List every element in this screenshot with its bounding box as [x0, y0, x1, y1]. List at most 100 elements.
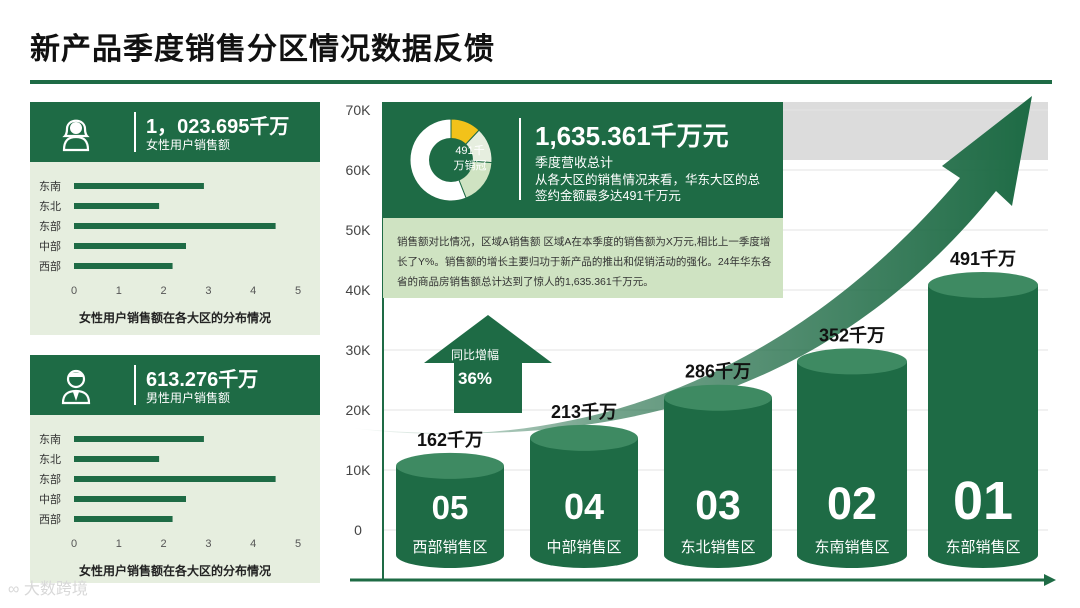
note-text: 销售额对比情况，区域A销售额 区域A在本季度的销售额为X万元,相比上一季度增长了… [397, 236, 772, 288]
bar-category-label: 东部销售区 [945, 539, 1020, 556]
male-bar [74, 476, 276, 482]
male-x-tick: 3 [205, 538, 211, 550]
cylinder-top [797, 348, 907, 375]
bar-rank-label: 05 [432, 489, 469, 526]
male-card-header: 613.276千万 男性用户销售额 [30, 355, 320, 415]
male-x-tick: 2 [161, 538, 167, 550]
bar-category-label: 西部销售区 [412, 539, 487, 556]
watermark-text: 大数跨境 [23, 581, 88, 598]
page-title: 新产品季度销售分区情况数据反馈 [30, 33, 495, 66]
bar-series: 162千万 05 西部销售区 213千万 04 中部销售区 286千万 03 东北销售区 352千… [396, 249, 1038, 568]
y-tick-label: 60K [346, 162, 372, 178]
female-bar [74, 223, 276, 229]
cylinder-top [664, 384, 772, 411]
female-x-tick: 4 [250, 285, 256, 297]
female-category-label: 中部 [39, 239, 61, 253]
female-bar [74, 243, 186, 249]
male-chart-title: 女性用户销售额在各大区的分布情况 [79, 563, 271, 578]
revenue-callout: 491千万销冠 1,635.361千万元 季度营收总计 从各大区的销售情况来看，… [383, 102, 783, 218]
female-x-tick: 1 [116, 285, 122, 297]
male-x-tick: 5 [295, 538, 301, 550]
bar-value-label: 162千万 [417, 430, 483, 450]
growth-up-arrow-icon [424, 315, 552, 413]
y-tick-label: 30K [346, 342, 372, 358]
revenue-description: 从各大区的销售情况来看，华东大区的总签约金额最多达491千万元 [535, 173, 761, 203]
male-x-tick: 0 [71, 538, 77, 550]
watermark-logo-icon: ∞ [8, 581, 20, 598]
female-category-label: 东部 [39, 219, 61, 233]
cylinder-bar: 491千万 01 东部销售区 [928, 249, 1038, 568]
y-tick-label: 40K [346, 282, 372, 298]
female-x-tick: 3 [205, 285, 211, 297]
callout-separator [519, 118, 521, 200]
female-sales-label: 女性用户销售额 [146, 138, 231, 152]
male-category-label: 东南 [39, 433, 61, 446]
male-sales-label: 男性用户销售额 [146, 391, 231, 405]
cylinder-bar: 162千万 05 西部销售区 [396, 430, 504, 568]
male-bar [74, 456, 160, 462]
cylinder-body [928, 285, 1038, 568]
card-separator [134, 112, 136, 152]
cylinder-bar: 352千万 02 东南销售区 [797, 325, 907, 568]
female-x-tick: 0 [71, 285, 77, 297]
cylinder-body [664, 397, 772, 568]
cylinder-bar: 286千万 03 东北销售区 [664, 362, 772, 568]
cylinder-body [797, 361, 907, 568]
bar-category-label: 东北销售区 [680, 539, 755, 556]
female-bar [74, 203, 160, 209]
male-x-tick: 1 [116, 538, 122, 550]
female-x-tick: 5 [295, 285, 301, 297]
male-bar [74, 436, 204, 442]
x-axis-arrowhead-icon [1044, 574, 1056, 586]
male-category-label: 中部 [39, 492, 61, 506]
male-bar [74, 516, 173, 522]
top-region-pie [409, 118, 493, 202]
bar-value-label: 286千万 [685, 362, 751, 382]
growth-value: 36% [457, 369, 493, 388]
bar-rank-label: 03 [695, 482, 741, 528]
female-bar [74, 263, 173, 269]
male-bar [74, 496, 186, 502]
bar-category-label: 中部销售区 [546, 539, 621, 556]
y-tick-label: 10K [346, 462, 372, 478]
male-x-tick: 4 [250, 538, 256, 550]
bar-value-label: 213千万 [551, 402, 617, 422]
cylinder-bar: 213千万 04 中部销售区 [530, 402, 638, 568]
cylinder-top [530, 424, 638, 451]
card-separator [134, 365, 136, 405]
title-rule [30, 80, 1052, 84]
male-user-icon [61, 369, 91, 405]
pie-label: 491千万销冠 [453, 145, 487, 172]
female-category-label: 东南 [39, 180, 61, 193]
female-bar [74, 183, 204, 189]
male-category-label: 东北 [39, 453, 61, 466]
growth-label: 同比增幅 [450, 348, 499, 362]
y-tick-label: 0 [354, 522, 362, 538]
male-sales-value: 613.276千万 [146, 369, 259, 391]
y-tick-labels: 0 10K 20K 30K 40K 50K 60K 70K [346, 102, 372, 538]
pie-center [429, 138, 473, 182]
bar-rank-label: 02 [827, 478, 877, 529]
sales-comparison-note: 销售额对比情况，区域A销售额 区域A在本季度的销售额为X万元,相比上一季度增长了… [383, 218, 783, 298]
female-category-label: 西部 [39, 259, 61, 273]
bar-value-label: 491千万 [950, 249, 1016, 269]
cylinder-top [928, 272, 1038, 298]
y-tick-label: 50K [346, 222, 372, 238]
female-card-header: 1，023.695千万 女性用户销售额 [30, 102, 320, 162]
bar-rank-label: 01 [953, 471, 1013, 531]
y-tick-label: 70K [346, 102, 372, 118]
female-sales-card: 1，023.695千万 女性用户销售额 东南 东北 东部 中部 西部 0 1 2 3 4 5 女性用户… [30, 102, 320, 335]
female-user-icon [62, 119, 90, 152]
watermark: ∞ 大数跨境 [8, 575, 88, 599]
growth-trend-arrow [350, 96, 1032, 434]
cylinder-body [530, 437, 638, 568]
revenue-total-value: 1,635.361千万元 [535, 121, 729, 151]
male-sales-card: 613.276千万 男性用户销售额 东南 东北 东部 中部 西部 0 1 2 3 4 5 女性用户销售… [30, 355, 320, 583]
male-category-label: 西部 [39, 512, 61, 526]
female-x-tick: 2 [161, 285, 167, 297]
bar-category-label: 东南销售区 [814, 539, 889, 556]
bar-rank-label: 04 [564, 486, 604, 527]
